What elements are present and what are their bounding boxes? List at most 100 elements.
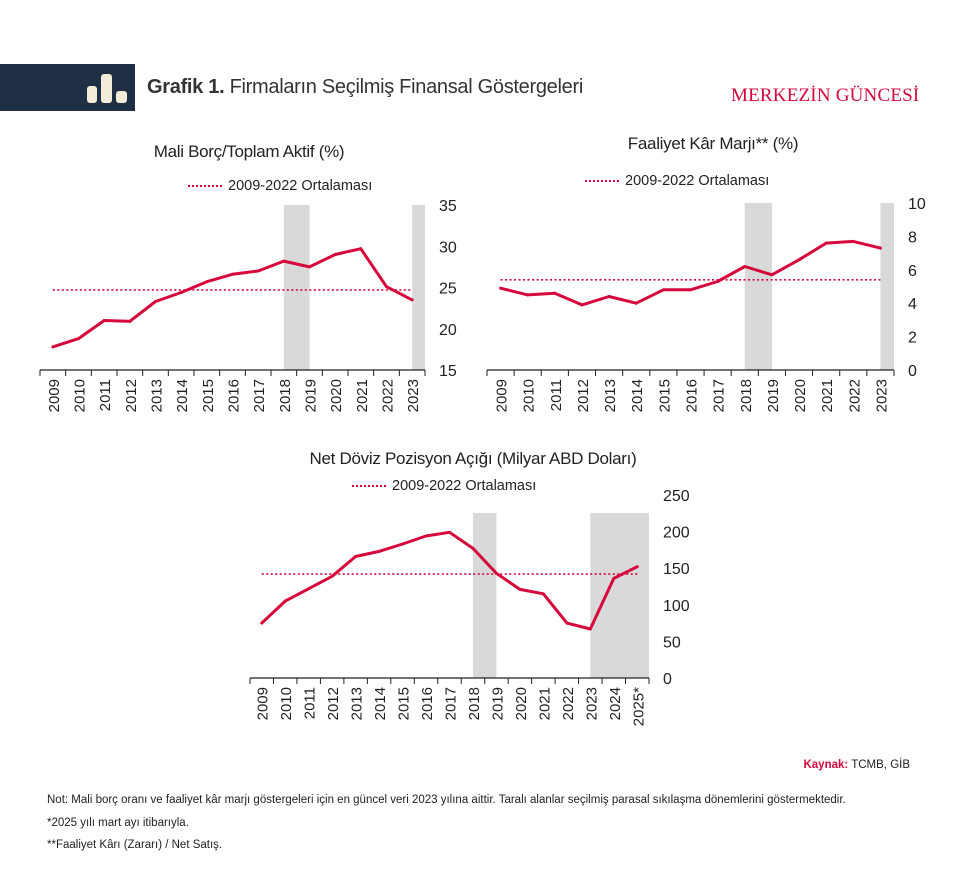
x-tick-label: 2017 — [711, 379, 728, 412]
x-tick-label: 2021 — [819, 379, 836, 412]
legend-dotted-line — [352, 485, 386, 487]
shaded-period — [590, 513, 649, 678]
data-point — [102, 319, 106, 322]
y-tick-label: 25 — [439, 281, 457, 298]
series-line — [52, 247, 413, 349]
shaded-period — [412, 205, 425, 370]
x-tick-label: 2014 — [174, 379, 191, 412]
data-point — [635, 565, 639, 569]
legend-label: 2009-2022 Ortalaması — [392, 478, 537, 494]
data-point — [154, 300, 157, 304]
x-tick-label: 2010 — [72, 379, 89, 412]
y-tick-label: 2 — [908, 330, 917, 347]
x-tick-label: 2012 — [325, 687, 342, 720]
data-point — [333, 253, 337, 256]
x-tick-label: 2009 — [46, 379, 63, 412]
data-point — [128, 319, 132, 323]
y-tick-label: 200 — [663, 525, 690, 542]
chart-2-legend: 2009-2022 Ortalaması — [585, 173, 769, 189]
chart-3-title: Net Döviz Pozisyon Açığı (Milyar ABD Dol… — [309, 449, 637, 468]
x-tick-label: 2020 — [328, 379, 345, 412]
data-point — [410, 298, 414, 302]
x-tick-label: 2015 — [396, 687, 413, 720]
x-tick-label: 2021 — [354, 379, 371, 412]
x-tick-label: 2023 — [405, 379, 422, 412]
x-tick-label: 2012 — [575, 379, 592, 412]
data-point — [541, 592, 545, 596]
x-tick-label: 2013 — [149, 379, 166, 412]
chart-1: 2009 2010 2011 2012 2013 2014 2015 2016 2017 2018… — [39, 198, 457, 412]
brand-logo: MERKEZİN GÜNCESİ — [731, 85, 920, 106]
y-tick-label: 0 — [908, 363, 917, 380]
note-3: **Faaliyet Kârı (Zararı) / Net Satış. — [47, 839, 223, 851]
data-point — [553, 291, 557, 295]
x-tick-label: 2011 — [97, 379, 114, 411]
note-2: *2025 yılı mart ayı itibarıyla. — [47, 817, 189, 829]
data-point — [256, 269, 260, 273]
x-tick-label: 2022 — [846, 379, 863, 412]
x-tick-label: 2018 — [738, 379, 755, 412]
legend-label: 2009-2022 Ortalaması — [228, 178, 373, 194]
data-point — [588, 627, 592, 631]
y-tick-label: 30 — [439, 239, 457, 256]
x-tick-label: 2017 — [443, 687, 460, 720]
y-tick-label: 20 — [439, 322, 457, 339]
x-tick-label: 2009 — [255, 687, 272, 720]
source-label: Kaynak: — [803, 759, 849, 771]
x-tick-label: 2012 — [123, 379, 140, 412]
x-tick-label: 2013 — [349, 687, 366, 720]
figure-number: Grafik 1. — [147, 76, 225, 98]
y-tick-label: 4 — [908, 296, 917, 313]
figure-title: Grafik 1. Firmaların Seçilmiş Finansal G… — [147, 76, 583, 99]
x-tick-label: 2024 — [607, 687, 624, 720]
data-point — [797, 258, 801, 262]
data-point — [205, 280, 209, 284]
data-point — [661, 288, 665, 292]
x-tick-label: 2021 — [536, 687, 553, 720]
data-point — [518, 587, 522, 591]
x-tick-label: 2020 — [513, 687, 530, 720]
x-tick-label: 2011 — [548, 379, 565, 411]
data-point — [377, 549, 381, 553]
x-tick-label: 2022 — [560, 687, 577, 720]
x-tick-label: 2016 — [226, 379, 243, 412]
data-point — [51, 345, 55, 349]
x-tick-label: 2016 — [419, 687, 436, 720]
data-point — [401, 542, 405, 546]
shaded-period — [880, 203, 894, 370]
data-point — [494, 571, 498, 575]
y-tick-label: 35 — [439, 198, 457, 215]
data-point — [526, 293, 530, 297]
x-tick-label: 2011 — [302, 687, 319, 719]
x-tick-label: 2018 — [277, 379, 294, 412]
data-point — [385, 285, 388, 289]
x-tick-label: 2017 — [251, 379, 268, 412]
chart-3-legend: 2009-2022 Ortalaması — [352, 478, 536, 494]
data-point — [743, 264, 747, 268]
note-1: Not: Mali borç oranı ve faaliyet kâr mar… — [47, 794, 846, 806]
data-point — [878, 246, 882, 250]
x-tick-label: 2023 — [873, 379, 890, 412]
x-tick-label: 2016 — [684, 379, 701, 412]
data-point — [307, 587, 311, 591]
data-point — [580, 303, 584, 307]
x-tick-label: 2009 — [494, 379, 511, 412]
chart-1-title: Mali Borç/Toplam Aktif (%) — [153, 142, 345, 161]
data-point — [689, 288, 692, 292]
data-point — [308, 265, 311, 269]
chart-3: 2009 2010 2011 2012 2013 2014 2015 2016 2017 2018… — [249, 488, 690, 726]
x-tick-label: 2015 — [200, 379, 217, 412]
data-point — [824, 241, 828, 245]
data-point — [770, 273, 774, 277]
data-point — [231, 272, 234, 276]
data-point — [282, 259, 286, 263]
data-point — [354, 554, 358, 558]
y-tick-label: 0 — [663, 671, 672, 688]
x-tick-label: 2010 — [521, 379, 538, 412]
x-tick-label: 2020 — [792, 379, 809, 412]
data-point — [612, 576, 616, 580]
data-point — [499, 286, 503, 290]
shaded-period — [744, 203, 772, 370]
x-tick-label: 2022 — [380, 379, 397, 412]
